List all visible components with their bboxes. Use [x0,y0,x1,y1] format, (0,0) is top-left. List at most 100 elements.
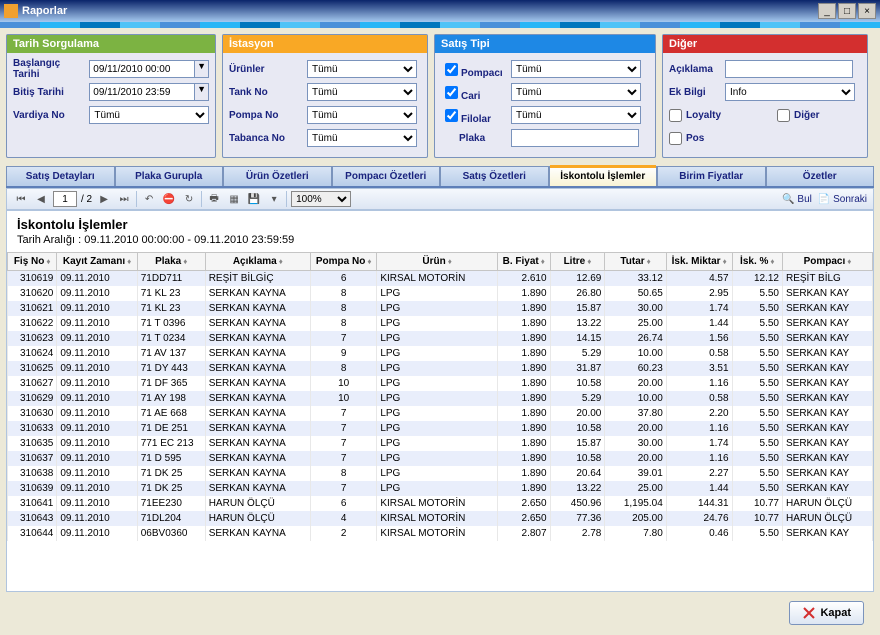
tab-4[interactable]: Satış Özetleri [440,166,549,186]
pompa-select[interactable]: Tümü [307,106,417,124]
cell: 5.50 [732,331,782,346]
col-header[interactable]: Pompa No♦ [310,253,376,271]
table-row[interactable]: 31062509.11.201071 DY 443SERKAN KAYNA8LP… [8,361,873,376]
urunler-select[interactable]: Tümü [307,60,417,78]
table-row[interactable]: 31062309.11.201071 T 0234SERKAN KAYNA7LP… [8,331,873,346]
dropdown-icon[interactable]: ▼ [195,60,209,78]
refresh-icon[interactable]: ↻ [181,191,197,207]
filolar-select[interactable]: Tümü [511,106,641,124]
table-row[interactable]: 31062209.11.201071 T 0396SERKAN KAYNA8LP… [8,316,873,331]
tab-5[interactable]: İskontolu İşlemler [549,166,658,186]
panel-header: İstasyon [223,35,427,53]
stop-icon[interactable]: ⛔ [161,191,177,207]
print-icon[interactable]: 🖶 [206,191,222,207]
col-header[interactable]: Kayıt Zamanı♦ [57,253,137,271]
col-header[interactable]: Plaka♦ [137,253,205,271]
cell: 1.74 [666,301,732,316]
col-header[interactable]: Litre♦ [550,253,605,271]
find-button[interactable]: 🔍 Bul [782,194,812,205]
cell: 71 T 0234 [137,331,205,346]
tab-6[interactable]: Birim Fiyatlar [657,166,766,186]
table-row[interactable]: 31063909.11.201071 DK 25SERKAN KAYNA7LPG… [8,481,873,496]
prev-page-icon[interactable]: ◀ [33,191,49,207]
cell: SERKAN KAYNA [205,406,310,421]
cell: 09.11.2010 [57,421,137,436]
cari-select[interactable]: Tümü [511,83,641,101]
pos-checkbox[interactable] [669,132,682,145]
table-row[interactable]: 31062109.11.201071 KL 23SERKAN KAYNA8LPG… [8,301,873,316]
zoom-select[interactable]: 100% [291,191,351,207]
cell: 71 DK 25 [137,481,205,496]
last-page-icon[interactable]: ⏭ [116,191,132,207]
tab-3[interactable]: Pompacı Özetleri [332,166,441,186]
table-row[interactable]: 31063709.11.201071 D 595SERKAN KAYNA7LPG… [8,451,873,466]
table-row[interactable]: 31064109.11.201071EE230HARUN ÖLÇÜ6KIRSAL… [8,496,873,511]
vardiya-select[interactable]: Tümü [89,106,209,124]
close-window-button[interactable]: × [858,3,876,19]
baslangic-input[interactable] [89,60,195,78]
col-header[interactable]: İsk. Miktar♦ [666,253,732,271]
filolar-checkbox[interactable] [445,109,458,122]
tabanca-select[interactable]: Tümü [307,129,417,147]
aciklama-input[interactable] [725,60,853,78]
table-row[interactable]: 31061909.11.201071DD711REŞİT BİLGİÇ6KIRS… [8,271,873,287]
maximize-button[interactable]: □ [838,3,856,19]
table-row[interactable]: 31063809.11.201071 DK 25SERKAN KAYNA8LPG… [8,466,873,481]
minimize-button[interactable]: _ [818,3,836,19]
cell: 09.11.2010 [57,481,137,496]
col-header[interactable]: Pompacı♦ [782,253,872,271]
col-header[interactable]: Fiş No♦ [8,253,57,271]
table-row[interactable]: 31063509.11.2010771 EC 213SERKAN KAYNA7L… [8,436,873,451]
pompaci-select[interactable]: Tümü [511,60,641,78]
cell: 09.11.2010 [57,511,137,526]
cell: 1,195.04 [605,496,666,511]
export-icon[interactable]: 💾 [246,191,262,207]
next-button[interactable]: 📄 Sonraki [818,194,867,205]
plaka-label: Plaka [441,133,511,144]
bitis-input[interactable] [89,83,195,101]
table-row[interactable]: 31062709.11.201071 DF 365SERKAN KAYNA10L… [8,376,873,391]
table-row[interactable]: 31062009.11.201071 KL 23SERKAN KAYNA8LPG… [8,286,873,301]
cell: 1.890 [497,376,550,391]
table-row[interactable]: 31062409.11.201071 AV 137SERKAN KAYNA9LP… [8,346,873,361]
close-button[interactable]: Kapat [789,601,864,625]
loyalty-checkbox[interactable] [669,109,682,122]
table-row[interactable]: 31063309.11.201071 DE 251SERKAN KAYNA7LP… [8,421,873,436]
cell: SERKAN KAYNA [205,466,310,481]
table-row[interactable]: 31063009.11.201071 AE 668SERKAN KAYNA7LP… [8,406,873,421]
next-page-icon[interactable]: ▶ [96,191,112,207]
pompaci-checkbox[interactable] [445,63,458,76]
table-row[interactable]: 31064409.11.201006BV0360SERKAN KAYNA2KIR… [8,526,873,541]
tab-0[interactable]: Satış Detayları [6,166,115,186]
table-row[interactable]: 31062909.11.201071 AY 198SERKAN KAYNA10L… [8,391,873,406]
cell: 13.22 [550,316,605,331]
tab-2[interactable]: Ürün Özetleri [223,166,332,186]
ekbilgi-select[interactable]: Info [725,83,855,101]
plaka-input[interactable] [511,129,639,147]
col-header[interactable]: Ürün♦ [377,253,498,271]
cell: HARUN ÖLÇÜ [205,496,310,511]
first-page-icon[interactable]: ⏮ [13,191,29,207]
diger-checkbox[interactable] [777,109,790,122]
layout-icon[interactable]: ▦ [226,191,242,207]
page-input[interactable] [53,191,77,207]
dropdown-icon[interactable]: ▾ [266,191,282,207]
table-row[interactable]: 31064309.11.201071DL204HARUN ÖLÇÜ4KIRSAL… [8,511,873,526]
cell: 5.50 [732,346,782,361]
dropdown-icon[interactable]: ▼ [195,83,209,101]
tab-7[interactable]: Özetler [766,166,875,186]
col-header[interactable]: Açıklama♦ [205,253,310,271]
tab-1[interactable]: Plaka Gurupla [115,166,224,186]
cell: 09.11.2010 [57,451,137,466]
tank-select[interactable]: Tümü [307,83,417,101]
cell: LPG [377,376,498,391]
cell: SERKAN KAYNA [205,331,310,346]
cari-checkbox[interactable] [445,86,458,99]
cell: LPG [377,451,498,466]
col-header[interactable]: İsk. %♦ [732,253,782,271]
col-header[interactable]: Tutar♦ [605,253,666,271]
cell: 310624 [8,346,57,361]
back-icon[interactable]: ↶ [141,191,157,207]
cell: 144.31 [666,496,732,511]
col-header[interactable]: B. Fiyat♦ [497,253,550,271]
